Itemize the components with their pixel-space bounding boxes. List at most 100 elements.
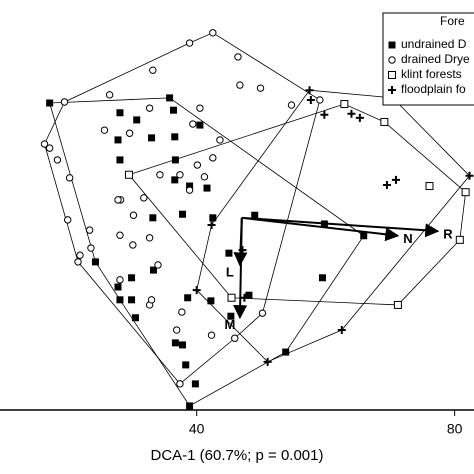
point: [114, 196, 122, 204]
point: [129, 211, 138, 219]
point: [320, 110, 329, 119]
point: [360, 232, 368, 240]
point: [191, 380, 199, 388]
point: [227, 293, 236, 302]
point: [240, 293, 249, 302]
point: [236, 81, 244, 89]
vector-label: N: [403, 231, 412, 246]
point: [305, 86, 314, 95]
point: [125, 129, 134, 137]
point: [116, 231, 124, 239]
x-tick-label: 40: [189, 421, 205, 437]
vector-label: M: [224, 317, 235, 332]
point: [231, 334, 239, 342]
point: [53, 156, 62, 164]
point: [171, 176, 179, 184]
point: [65, 174, 74, 182]
point: [116, 296, 124, 304]
point: [176, 171, 184, 179]
point: [216, 136, 224, 144]
point: [116, 156, 124, 164]
point: [171, 156, 179, 164]
point: [184, 294, 192, 302]
point: [133, 116, 141, 124]
point: [114, 283, 122, 291]
legend-label: floodplain fo: [401, 82, 466, 96]
point: [186, 402, 194, 410]
vector: [233, 217, 248, 320]
point: [189, 120, 197, 128]
legend-title: Fore: [440, 14, 465, 28]
point: [171, 133, 179, 141]
point: [209, 214, 217, 222]
point: [149, 66, 157, 74]
point: [282, 348, 290, 356]
point: [251, 211, 259, 219]
point: [85, 226, 94, 234]
point: [179, 210, 187, 218]
legend-label: klint forests: [401, 67, 462, 81]
point: [225, 249, 233, 257]
point: [40, 140, 49, 148]
point: [318, 274, 326, 282]
point: [209, 154, 217, 162]
point: [91, 258, 99, 266]
point: [145, 104, 154, 112]
hulls: [44, 32, 471, 407]
point: [100, 126, 109, 134]
point: [287, 101, 296, 109]
point: [209, 29, 217, 37]
point: [196, 104, 204, 112]
point: [166, 94, 174, 102]
legend-label: drained Drye: [401, 52, 470, 66]
point: [186, 182, 194, 190]
point: [461, 188, 470, 197]
point: [129, 241, 137, 249]
point: [116, 276, 124, 284]
point: [128, 274, 136, 282]
point: [149, 266, 157, 274]
point: [263, 357, 272, 366]
point: [131, 314, 139, 322]
point: [169, 106, 177, 114]
vector: [241, 216, 400, 242]
point: [245, 291, 253, 299]
point: [391, 175, 400, 184]
vectors: N R L M: [224, 216, 453, 332]
point: [182, 361, 190, 369]
point: [114, 136, 122, 144]
point: [148, 134, 156, 142]
point: [207, 331, 216, 339]
point: [196, 121, 204, 129]
point: [87, 244, 95, 252]
point: [64, 216, 72, 224]
point: [76, 251, 84, 259]
point: [207, 297, 215, 305]
point: [147, 296, 156, 304]
point: [185, 186, 194, 194]
point: [256, 84, 265, 92]
point: [227, 312, 235, 320]
point: [207, 220, 216, 229]
legend-marker: [388, 71, 396, 79]
point: [124, 170, 133, 179]
point: [176, 380, 184, 388]
legend-marker: [388, 41, 396, 49]
point: [154, 261, 162, 269]
point: [116, 109, 124, 117]
hull: [128, 103, 467, 306]
point: [306, 95, 315, 104]
hull: [44, 32, 321, 385]
legend-marker: [388, 56, 396, 64]
legend-marker: [388, 86, 396, 94]
legend-box: [382, 12, 474, 106]
point: [340, 100, 349, 109]
point: [316, 96, 324, 104]
point: [145, 234, 154, 242]
point: [234, 53, 242, 61]
point: [156, 171, 164, 179]
vector-label: R: [443, 227, 453, 242]
